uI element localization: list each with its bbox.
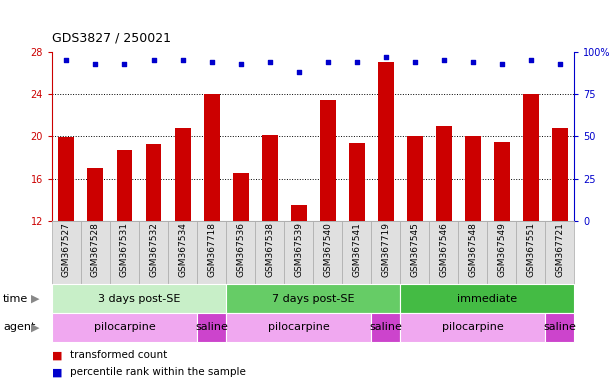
Point: [497, 61, 507, 67]
Text: 7 days post-SE: 7 days post-SE: [272, 293, 354, 304]
Text: GSM367549: GSM367549: [497, 222, 507, 277]
Bar: [407, 136, 423, 221]
Text: ■: ■: [52, 367, 62, 377]
Bar: [291, 205, 307, 221]
Text: GSM367546: GSM367546: [439, 222, 448, 277]
Text: saline: saline: [543, 322, 576, 333]
Text: GDS3827 / 250021: GDS3827 / 250021: [52, 31, 171, 44]
Bar: [494, 142, 510, 221]
Text: GSM367721: GSM367721: [555, 222, 565, 277]
Text: ▶: ▶: [31, 293, 39, 304]
Text: GSM367532: GSM367532: [149, 222, 158, 277]
Bar: [233, 173, 249, 221]
Bar: [203, 94, 219, 221]
Point: [178, 57, 188, 63]
Bar: [378, 63, 393, 221]
Bar: [552, 128, 568, 221]
Text: pilocarpine: pilocarpine: [268, 322, 329, 333]
Point: [323, 59, 332, 65]
Bar: [59, 137, 75, 221]
Text: GSM367540: GSM367540: [323, 222, 332, 277]
Text: 3 days post-SE: 3 days post-SE: [98, 293, 180, 304]
Bar: [145, 144, 161, 221]
Bar: [87, 168, 103, 221]
Text: GSM367551: GSM367551: [526, 222, 535, 277]
Bar: [262, 135, 277, 221]
Point: [62, 57, 71, 63]
Bar: [320, 101, 335, 221]
Point: [381, 54, 390, 60]
Text: saline: saline: [369, 322, 402, 333]
Point: [148, 57, 158, 63]
Bar: [436, 126, 452, 221]
Point: [90, 61, 100, 67]
Bar: [117, 150, 133, 221]
Point: [236, 61, 246, 67]
Text: GSM367539: GSM367539: [294, 222, 303, 277]
Text: percentile rank within the sample: percentile rank within the sample: [70, 367, 246, 377]
Text: GSM367527: GSM367527: [62, 222, 71, 277]
Point: [555, 61, 565, 67]
Text: GSM367541: GSM367541: [352, 222, 361, 277]
Bar: [349, 143, 365, 221]
Text: GSM367548: GSM367548: [468, 222, 477, 277]
Point: [265, 59, 274, 65]
Text: immediate: immediate: [457, 293, 518, 304]
Text: GSM367536: GSM367536: [236, 222, 245, 277]
Point: [468, 59, 478, 65]
Text: GSM367545: GSM367545: [410, 222, 419, 277]
Text: pilocarpine: pilocarpine: [442, 322, 503, 333]
Text: GSM367538: GSM367538: [265, 222, 274, 277]
Text: transformed count: transformed count: [70, 350, 167, 360]
Text: GSM367534: GSM367534: [178, 222, 187, 277]
Text: ■: ■: [52, 350, 62, 360]
Point: [120, 61, 130, 67]
Bar: [523, 94, 539, 221]
Text: pilocarpine: pilocarpine: [93, 322, 155, 333]
Text: GSM367528: GSM367528: [91, 222, 100, 277]
Text: ▶: ▶: [31, 322, 39, 333]
Point: [294, 69, 304, 75]
Text: GSM367718: GSM367718: [207, 222, 216, 277]
Point: [526, 57, 536, 63]
Bar: [465, 136, 481, 221]
Bar: [175, 128, 191, 221]
Text: GSM367531: GSM367531: [120, 222, 129, 277]
Text: saline: saline: [195, 322, 228, 333]
Text: time: time: [3, 293, 28, 304]
Point: [352, 59, 362, 65]
Point: [207, 59, 216, 65]
Point: [410, 59, 420, 65]
Text: GSM367719: GSM367719: [381, 222, 390, 277]
Text: agent: agent: [3, 322, 35, 333]
Point: [439, 57, 448, 63]
